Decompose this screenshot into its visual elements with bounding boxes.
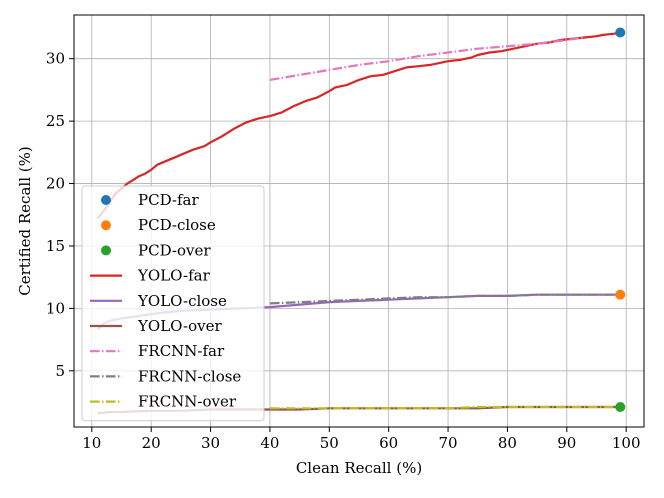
series-frcnn-far-line — [269, 36, 585, 81]
legend-label: PCD-over — [138, 241, 211, 259]
x-tick-label: 80 — [498, 434, 517, 452]
y-tick-label: 20 — [46, 175, 65, 193]
legend: PCD-far PCD-close PCD-over YOLO-far YOLO-clo… — [81, 185, 265, 422]
legend-marker — [101, 195, 111, 205]
series-frcnn-close-line — [269, 293, 621, 305]
legend-marker — [101, 220, 111, 231]
plot-frame — [73, 14, 645, 428]
y-tick-label: 10 — [46, 299, 65, 317]
point-pcd-close — [615, 289, 626, 300]
y-tick-label: 25 — [46, 112, 65, 130]
y-tick-label: 5 — [55, 362, 65, 380]
ticks-layer: 10 20 30 40 50 60 70 80 90 100 5 10 15 20 25 30 — [46, 50, 641, 452]
legend-box — [81, 185, 265, 422]
x-tick-label: 10 — [82, 434, 101, 452]
legend-label: FRCNN-close — [138, 367, 241, 385]
x-tick-label: 100 — [612, 434, 641, 452]
x-tick-label: 60 — [379, 434, 398, 452]
legend-label: FRCNN-far — [138, 342, 225, 360]
legend-label: YOLO-far — [137, 267, 211, 285]
points-layer — [615, 27, 626, 413]
series-frcnn-over-line — [269, 405, 621, 410]
x-tick-label: 50 — [320, 434, 339, 452]
y-axis-label: Certified Recall (%) — [16, 146, 34, 295]
x-tick-label: 70 — [439, 434, 458, 452]
y-tick-label: 15 — [46, 237, 65, 255]
legend-label: YOLO-close — [137, 292, 227, 310]
legend-label: PCD-close — [138, 216, 216, 234]
x-axis-label: Clean Recall (%) — [296, 459, 422, 477]
x-tick-label: 30 — [201, 434, 220, 452]
y-tick-label: 30 — [46, 50, 65, 68]
legend-label: FRCNN-over — [138, 393, 237, 411]
x-tick-label: 40 — [260, 434, 279, 452]
x-tick-label: 90 — [557, 434, 576, 452]
legend-label: YOLO-over — [137, 317, 222, 335]
point-pcd-over — [615, 402, 626, 413]
x-tick-label: 20 — [142, 434, 161, 452]
legend-label: PCD-far — [138, 191, 199, 209]
legend-marker — [101, 245, 111, 256]
point-pcd-far — [615, 27, 626, 38]
